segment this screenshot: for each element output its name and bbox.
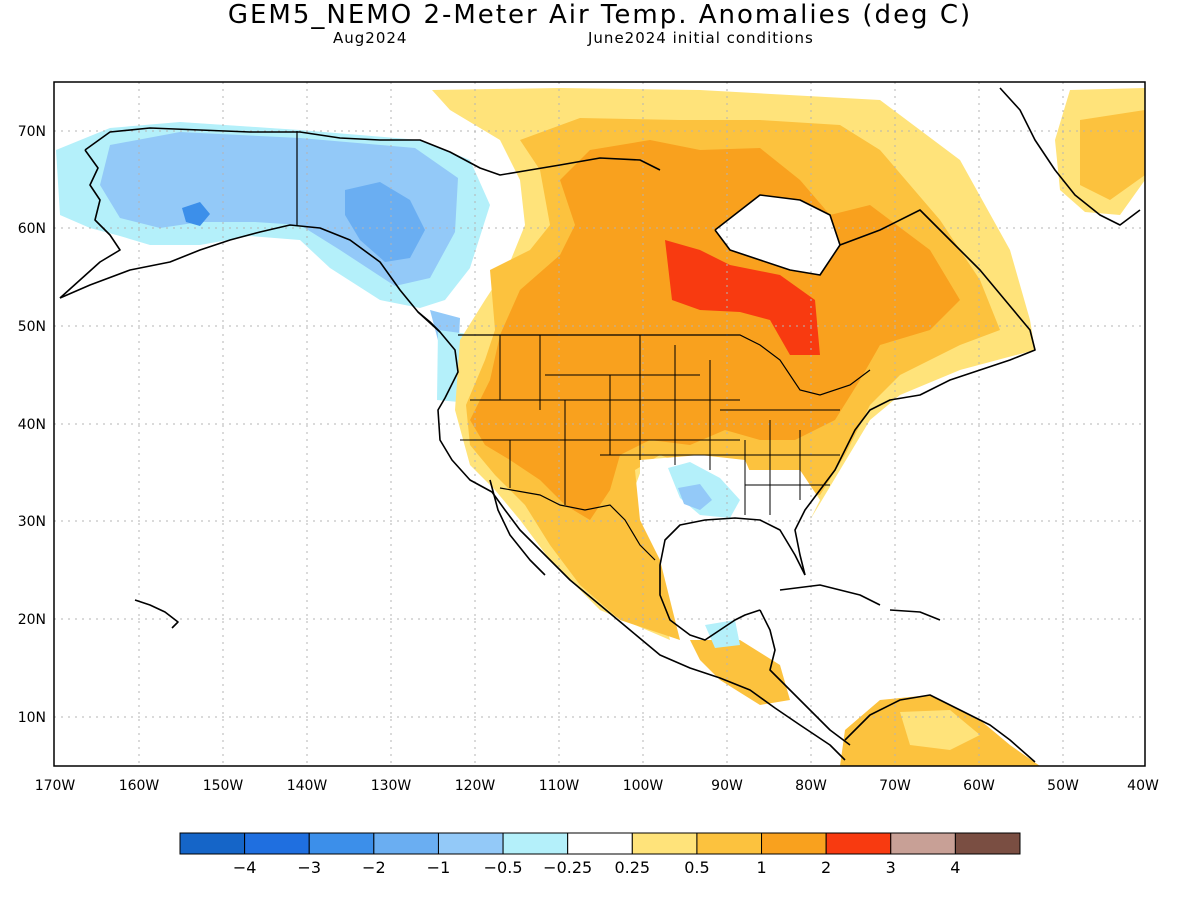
- colorbar: [179, 832, 1021, 855]
- colorbar-swatch: [696, 832, 763, 855]
- colorbar-label: 0.25: [614, 858, 650, 877]
- coast-labrador: [794, 209, 1036, 576]
- lon-label: 50W: [1047, 778, 1079, 794]
- colorbar-label: −3: [297, 858, 321, 877]
- lat-label: 20N: [18, 612, 46, 628]
- initial-conditions: June2024 initial conditions: [588, 29, 814, 47]
- coast-western-alaska: [59, 149, 121, 299]
- coastlines: [59, 87, 1141, 763]
- border-us-canada: [458, 334, 871, 396]
- lon-label: 130W: [371, 778, 412, 794]
- colorbar-labels: −4 −3 −2 −1 −0.5 −0.25 0.25 0.5 1 2 3 4: [233, 858, 961, 877]
- longitude-labels: 170W 160W 150W 140W 130W 120W 110W 100W …: [35, 778, 1159, 794]
- border-us-mexico: [499, 487, 656, 561]
- colorbar-swatch: [308, 832, 375, 855]
- colorbar-label: 3: [886, 858, 896, 877]
- map-frame: [53, 81, 1146, 767]
- latitude-labels: 70N 60N 50N 40N 30N 20N 10N: [18, 124, 46, 726]
- colorbar-swatch: [502, 832, 569, 855]
- anomaly-fields: [56, 88, 1145, 766]
- warm-anomaly-greenland-mid: [1080, 110, 1145, 200]
- colorbar-swatch: [890, 832, 956, 855]
- cold-anomaly-mid-alaska: [100, 132, 458, 286]
- state-borders: [460, 335, 840, 515]
- coast-baja: [489, 479, 546, 576]
- lon-label: 140W: [287, 778, 328, 794]
- valid-month: Aug2024: [333, 29, 408, 47]
- coast-hispaniola: [889, 609, 941, 621]
- coast-greenland: [999, 87, 1141, 226]
- lat-label: 70N: [18, 124, 46, 140]
- cold-anomaly-strong-gulf: [182, 202, 210, 226]
- warm-anomaly-mexico-south: [690, 640, 790, 705]
- colorbar-swatch: [437, 832, 504, 855]
- colorbar-swatch: [244, 832, 310, 855]
- warm-anomaly-hot-hudson: [665, 240, 820, 355]
- colorbar-label: −0.25: [543, 858, 592, 877]
- lon-label: 150W: [203, 778, 244, 794]
- coast-hudson-bay: [714, 194, 841, 276]
- lon-label: 100W: [623, 778, 664, 794]
- colorbar-swatch: [567, 832, 633, 855]
- colorbar-label: 0.5: [684, 858, 709, 877]
- lon-label: 110W: [539, 778, 580, 794]
- warm-anomaly-south-america-light: [900, 710, 980, 750]
- colorbar-swatch: [761, 832, 827, 855]
- lat-label: 30N: [18, 514, 46, 530]
- lat-label: 50N: [18, 319, 46, 335]
- coast-hawaii: [134, 599, 179, 629]
- cold-anomaly-yucatan: [705, 620, 740, 648]
- coast-south-america: [844, 694, 1036, 763]
- lon-label: 70W: [879, 778, 911, 794]
- colorbar-label: −4: [233, 858, 257, 877]
- colorbar-label: −0.5: [484, 858, 523, 877]
- coast-cuba: [779, 584, 881, 606]
- lon-label: 60W: [963, 778, 995, 794]
- lon-label: 40W: [1127, 778, 1159, 794]
- coast-gulf-of-mexico: [659, 517, 806, 641]
- coast-central-america: [759, 609, 851, 746]
- lat-label: 10N: [18, 710, 46, 726]
- colorbar-swatch: [631, 832, 698, 855]
- colorbar-label: 1: [756, 858, 766, 877]
- gridlines: [54, 82, 1145, 766]
- lon-label: 160W: [119, 778, 160, 794]
- borders: [296, 131, 871, 561]
- colorbar-swatch: [373, 832, 439, 855]
- lon-label: 80W: [795, 778, 827, 794]
- lon-label: 170W: [35, 778, 76, 794]
- map-title: GEM5_NEMO 2-Meter Air Temp. Anomalies (d…: [227, 0, 973, 30]
- cold-anomaly-louisiana-core: [678, 484, 712, 510]
- colorbar-swatch: [954, 832, 1021, 855]
- colorbar-label: −1: [427, 858, 451, 877]
- lat-label: 40N: [18, 417, 46, 433]
- coast-vancouver-island: [417, 311, 441, 333]
- colorbar-label: 2: [821, 858, 831, 877]
- lon-label: 90W: [711, 778, 743, 794]
- colorbar-label: −2: [362, 858, 386, 877]
- lon-label: 120W: [455, 778, 496, 794]
- colorbar-label: 4: [950, 858, 960, 877]
- coast-arctic: [84, 127, 661, 176]
- neutral-southeast: [745, 470, 820, 540]
- colorbar-swatch: [825, 832, 892, 855]
- lat-label: 60N: [18, 221, 46, 237]
- colorbar-swatch: [179, 832, 246, 855]
- coast-alaska: [59, 224, 846, 761]
- cold-anomaly-strong-yukon: [345, 182, 425, 262]
